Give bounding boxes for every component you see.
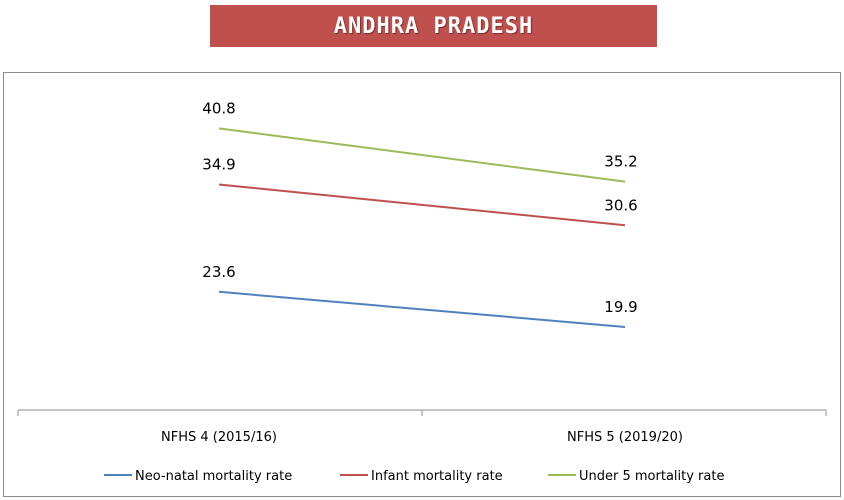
series-line <box>218 127 626 183</box>
data-label: 35.2 <box>604 153 637 171</box>
chart-frame <box>3 72 841 497</box>
series-line <box>218 183 626 227</box>
legend-label: Neo-natal mortality rate <box>135 469 292 484</box>
chart-title: ANDHRA PRADESH <box>333 13 534 39</box>
data-label: 40.8 <box>202 99 235 117</box>
data-label: 19.9 <box>604 298 637 316</box>
x-tick-label: NFHS 5 (2019/20) <box>567 430 683 445</box>
legend-label: Under 5 mortality rate <box>579 469 724 484</box>
series-line <box>218 290 626 328</box>
x-tick-label: NFHS 4 (2015/16) <box>161 430 277 445</box>
data-label: 34.9 <box>202 155 235 173</box>
data-label: 23.6 <box>202 263 235 281</box>
chart-title-banner: ANDHRA PRADESH <box>210 5 657 47</box>
legend-label: Infant mortality rate <box>371 469 503 484</box>
data-label: 30.6 <box>604 196 637 214</box>
